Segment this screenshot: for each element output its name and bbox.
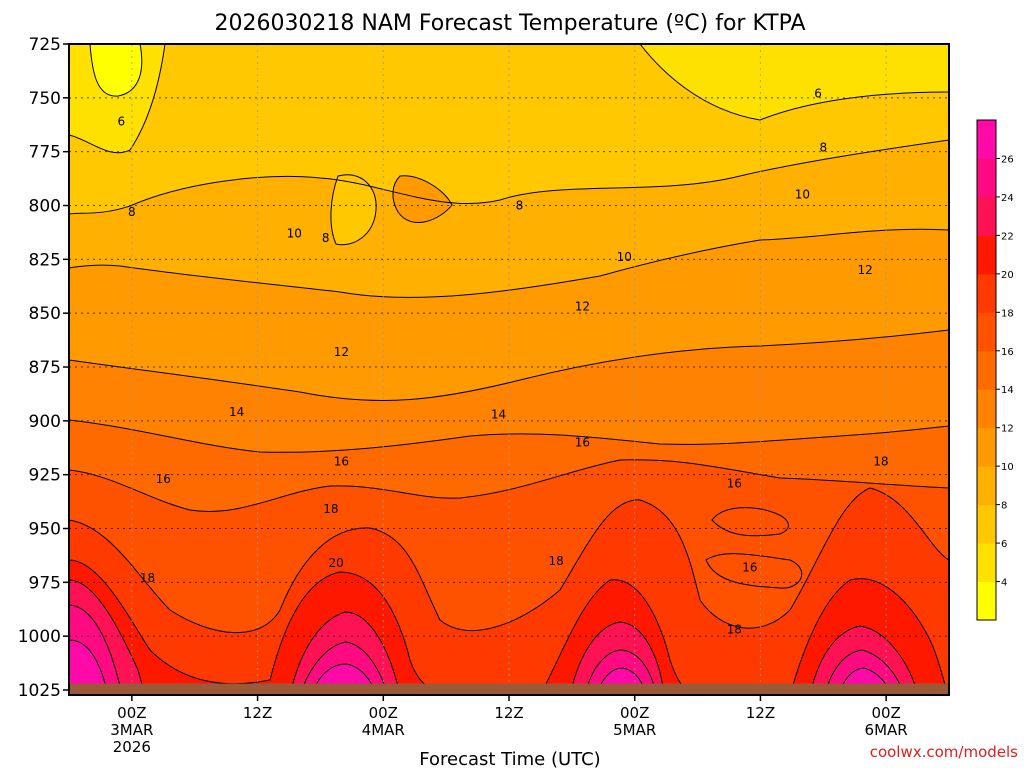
y-axis: 725 750 775 800 825 850 875 900 925 950 975 1000 102… xyxy=(18,35,69,701)
plot-area: 6 6 8 8 8 8 10 10 10 12 12 12 14 14 16 16 16 16 16 18 18 18 18… xyxy=(69,44,949,695)
colorbar: 4 6 8 10 12 14 16 18 20 22 24 26 xyxy=(976,119,1014,621)
x-axis-label: Forecast Time (UTC) xyxy=(419,749,600,768)
x-tick-label: 00Z xyxy=(871,704,900,722)
colorbar-swatch xyxy=(977,581,996,621)
chart-title: 2026030218 NAM Forecast Temperature (ºC)… xyxy=(214,11,805,36)
contour-lines xyxy=(69,44,949,695)
contour-label: 18 xyxy=(140,571,155,585)
contour-label: 14 xyxy=(491,407,506,421)
y-tick-label: 1025 xyxy=(18,681,61,701)
contour-label: 16 xyxy=(742,560,757,574)
y-tick-label: 850 xyxy=(29,304,61,324)
colorbar-tick-label: 20 xyxy=(1001,270,1014,281)
contour-label: 10 xyxy=(617,250,632,264)
y-tick-label: 925 xyxy=(29,466,61,486)
colorbar-swatch xyxy=(977,350,996,390)
x-tick-label: 12Z xyxy=(243,704,272,722)
y-tick-label: 725 xyxy=(29,35,61,55)
contour-label: 14 xyxy=(229,405,244,419)
band-level-4 xyxy=(90,44,142,97)
contour-label: 8 xyxy=(819,140,827,154)
colorbar-swatch xyxy=(977,466,996,506)
contour-label: 8 xyxy=(322,231,330,245)
x-tick-label: 6MAR xyxy=(865,721,908,739)
colorbar-swatch xyxy=(977,235,996,275)
contour-label: 16 xyxy=(334,455,349,469)
y-tick-label: 875 xyxy=(29,358,61,378)
colorbar-swatch xyxy=(977,120,996,159)
contour-label: 16 xyxy=(575,435,590,449)
x-tick-label: 00Z xyxy=(369,704,398,722)
x-tick-label: 12Z xyxy=(746,704,775,722)
contour-label: 18 xyxy=(727,623,742,637)
y-tick-label: 1000 xyxy=(18,627,61,647)
colorbar-swatch xyxy=(977,427,996,467)
colorbar-swatch xyxy=(977,543,996,583)
colorbar-frame xyxy=(976,119,997,621)
pocket-warm-8 xyxy=(392,175,452,223)
y-tick-label: 800 xyxy=(29,197,61,217)
pocket-16-day5 xyxy=(706,507,802,589)
contour-label: 6 xyxy=(814,87,822,101)
contour-label: 8 xyxy=(516,199,524,213)
y-tick-label: 750 xyxy=(29,89,61,109)
colorbar-swatch xyxy=(977,273,996,313)
contour-label: 16 xyxy=(727,476,742,490)
contour-label: 12 xyxy=(575,300,590,314)
band-level-20 xyxy=(69,560,949,695)
colorbar-swatch xyxy=(977,158,996,198)
contour-label: 18 xyxy=(549,554,564,568)
contour-label: 18 xyxy=(323,502,338,516)
x-tick-label: 00Z xyxy=(117,704,146,722)
y-tick-label: 825 xyxy=(29,250,61,270)
contour-label: 10 xyxy=(795,188,810,202)
colorbar-tick-label: 22 xyxy=(1001,231,1014,242)
contour-label: 6 xyxy=(118,115,126,129)
y-tick-label: 775 xyxy=(29,143,61,163)
colorbar-swatch xyxy=(977,504,996,544)
colorbar-tick-label: 4 xyxy=(1001,578,1007,589)
x-tick-label: 4MAR xyxy=(362,721,405,739)
y-tick-label: 900 xyxy=(29,412,61,432)
colorbar-tick-label: 26 xyxy=(1001,154,1014,165)
colorbar-swatch xyxy=(977,196,996,236)
colorbar-tick-label: 16 xyxy=(1001,347,1014,358)
colorbar-tick-label: 18 xyxy=(1001,308,1014,319)
colorbar-swatch xyxy=(977,312,996,352)
y-tick-label: 950 xyxy=(29,520,61,540)
contour-label: 20 xyxy=(329,556,344,570)
colorbar-tick-label: 6 xyxy=(1001,539,1007,550)
x-tick-label: 3MAR xyxy=(110,721,153,739)
colorbar-tick-label: 10 xyxy=(1001,462,1014,473)
colorbar-swatch xyxy=(977,389,996,429)
x-tick-label: 12Z xyxy=(494,704,523,722)
band-level-6 xyxy=(69,44,949,153)
y-tick-label: 975 xyxy=(29,573,61,593)
contour-labels: 6 6 8 8 8 8 10 10 10 12 12 12 14 14 16 16 16 16 16 18 18 18 18… xyxy=(118,87,889,637)
credit-text: coolwx.com/models xyxy=(870,743,1018,761)
colorbar-tick-label: 8 xyxy=(1001,501,1007,512)
colorbar-tick-label: 24 xyxy=(1001,193,1014,204)
pocket-cool-8 xyxy=(330,174,377,245)
x-tick-label: 5MAR xyxy=(613,721,656,739)
contour-label: 8 xyxy=(128,205,136,219)
gridlines xyxy=(69,44,949,695)
below-ground-mask xyxy=(69,683,949,695)
colorbar-tick-label: 12 xyxy=(1001,424,1014,435)
contour-label: 10 xyxy=(287,226,302,240)
contour-label: 16 xyxy=(156,472,171,486)
x-tick-label: 00Z xyxy=(620,704,649,722)
contour-label: 12 xyxy=(858,263,873,277)
contour-label: 18 xyxy=(873,455,888,469)
contour-label: 12 xyxy=(334,345,349,359)
x-tick-label: 2026 xyxy=(113,738,151,756)
colorbar-tick-label: 14 xyxy=(1001,385,1014,396)
